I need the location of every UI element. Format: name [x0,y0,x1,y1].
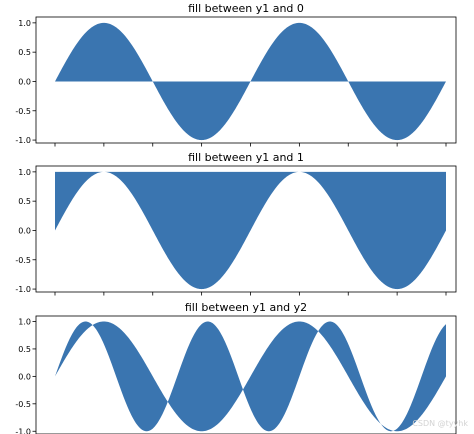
fill-region [55,171,446,290]
y-tick-label: -0.5 [15,400,31,409]
y-tick-label: 0.0 [18,226,31,235]
y-tick-label: 0.0 [18,372,31,381]
y-tick-label: 1.0 [18,168,31,177]
subplot-y1-and-0: fill between y1 and 0 -1.0 -0.5 0.0 0.5 1.0 [15,2,457,147]
axes-frame [35,165,457,293]
y-tick-label: 1.0 [18,19,31,28]
axes-frame [35,16,457,144]
y-tick-label: -0.5 [15,107,31,116]
y-tick-label: 1.0 [18,317,31,326]
y-tick-label: 0.5 [18,197,31,206]
watermark: CSDN @tyyhk [412,419,468,428]
y-tick-label: -1.0 [15,285,31,294]
subplot-y1-and-1: fill between y1 and 1 -1.0 -0.5 0.0 0.5 1.0 [15,151,457,296]
axes-frame [35,315,457,434]
subplot-title: fill between y1 and y2 [185,301,307,314]
y-tick-label: -0.5 [15,256,31,265]
y-tick-label: -1.0 [15,427,31,434]
y-tick-label: -1.0 [15,136,31,145]
y-tick-label: 0.5 [18,48,31,57]
fill-region [55,321,446,432]
fill-region [55,22,446,141]
y-tick-label: 0.0 [18,77,31,86]
y-tick-label: 0.5 [18,345,31,354]
subplot-title: fill between y1 and 1 [188,151,304,164]
subplot-y1-and-y2: fill between y1 and y2 -1.0 -0.5 0.0 0.5 1.0 [15,301,457,434]
subplot-title: fill between y1 and 0 [188,2,304,15]
